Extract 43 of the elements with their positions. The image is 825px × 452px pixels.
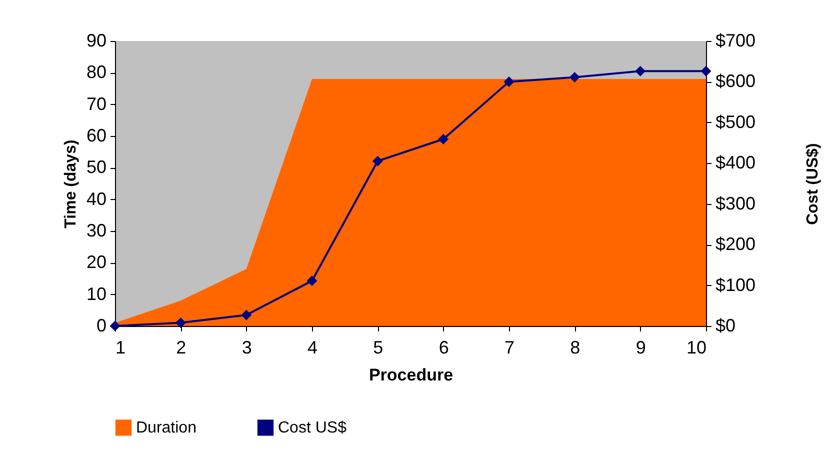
x-tick-label: 6 [438, 338, 449, 358]
y-tick-label: 70 [86, 94, 106, 114]
point [241, 310, 252, 320]
legend-label: Duration [136, 420, 196, 437]
x-tick-label: 7 [504, 338, 515, 358]
y-tick-label: 30 [86, 220, 106, 240]
point [438, 134, 449, 144]
y-tick-label: 50 [86, 157, 106, 178]
y2-tick-label: $400 [716, 152, 756, 173]
y-tick-label: 60 [86, 126, 106, 146]
y2-tick-label: $200 [716, 234, 756, 254]
x-tick-label: 10 [686, 338, 706, 358]
y-tick-label: 0 [96, 316, 106, 336]
point [635, 66, 646, 76]
y-axis-title: Time (days) [62, 140, 80, 228]
x-tick-label: 8 [570, 338, 580, 358]
y-tick-label: 80 [86, 62, 106, 82]
point [306, 276, 318, 286]
y2-tick-label: $100 [716, 274, 756, 295]
point [504, 76, 514, 87]
x-tick-label: 2 [176, 338, 186, 358]
x-tick-label: 5 [373, 338, 384, 358]
point [110, 320, 120, 332]
legend-label: Cost US$ [278, 420, 347, 437]
x-tick-label: 1 [116, 338, 126, 358]
y-tick-label: 40 [86, 188, 106, 209]
y2-tick-label: $600 [716, 71, 756, 92]
y2-tick-label: $0 [716, 316, 736, 336]
y2-tick-label: $500 [716, 112, 756, 132]
y2-axis-title: Cost (US$) [804, 143, 822, 225]
y2-tick-label: $700 [716, 30, 756, 50]
x-tick-label: 3 [242, 338, 252, 358]
point [700, 66, 712, 76]
point [372, 156, 383, 166]
y-tick-label: 90 [86, 30, 106, 50]
x-tick-label: 9 [636, 338, 646, 358]
y2-tick-label: $300 [716, 193, 756, 214]
x-axis-title: Procedure [368, 366, 454, 384]
point [175, 318, 186, 328]
x-tick-label: 4 [307, 338, 318, 358]
y-tick-label: 20 [86, 252, 106, 272]
y-tick-label: 10 [86, 284, 106, 304]
point [569, 72, 580, 82]
